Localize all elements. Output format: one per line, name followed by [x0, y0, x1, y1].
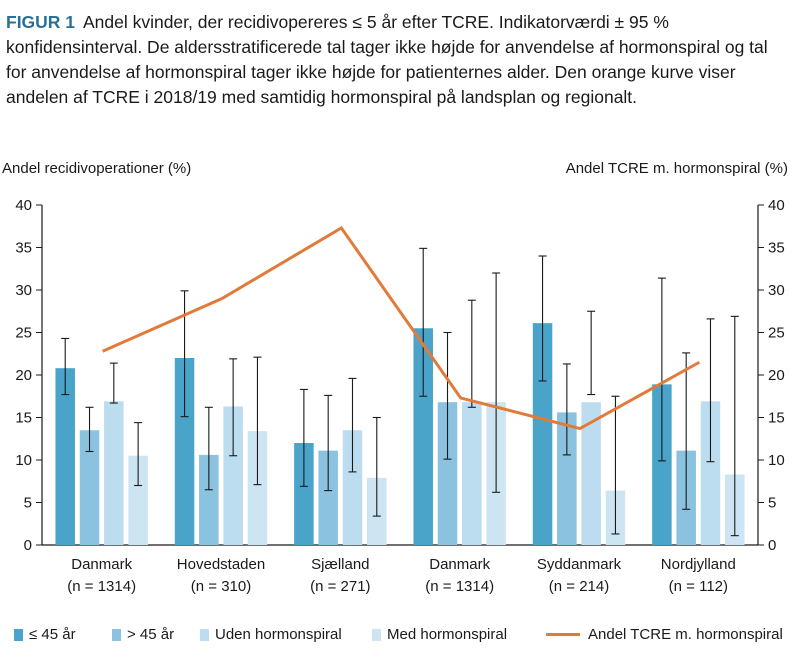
bar — [55, 368, 75, 545]
x-category-n-label: (n = 1314) — [67, 578, 136, 595]
legend-swatch — [112, 628, 121, 641]
y-tick-left-label: 5 — [24, 495, 32, 512]
y-tick-left-label: 40 — [15, 197, 32, 214]
y-tick-left-label: 10 — [15, 452, 32, 469]
y-tick-left-label: 25 — [15, 325, 32, 342]
y-tick-left-label: 15 — [15, 410, 32, 427]
y-axis-right-label: Andel TCRE m. hormonspiral (%) — [565, 160, 788, 177]
bar — [462, 402, 482, 545]
legend-label: Andel TCRE m. hormonspiral — [588, 626, 783, 643]
hormonspiral-line — [102, 225, 701, 431]
x-category-n-label: (n = 310) — [191, 578, 251, 595]
legend-item: ≤ 45 år — [14, 626, 76, 643]
x-category-label: Hovedstaden — [177, 556, 265, 573]
x-category-label: Syddanmark — [537, 556, 622, 573]
legend-label: > 45 år — [127, 626, 175, 643]
bar — [652, 384, 672, 545]
bar — [437, 402, 458, 545]
y-tick-left-label: 20 — [15, 367, 32, 384]
legend-item: Med hormonspiral — [372, 626, 507, 643]
legend-label: Med hormonspiral — [387, 626, 508, 643]
x-category-label: Nordjylland — [661, 556, 736, 573]
bar — [199, 454, 219, 545]
y-tick-right-label: 15 — [768, 410, 785, 427]
y-tick-right-label: 10 — [768, 452, 785, 469]
legend-swatch — [372, 628, 381, 641]
legend-line-swatch — [546, 633, 580, 636]
x-category-label: Danmark — [71, 556, 132, 573]
legend-swatch — [200, 628, 209, 641]
legend-item: > 45 år — [112, 626, 174, 643]
bar — [342, 430, 363, 545]
y-tick-right-label: 25 — [768, 325, 785, 342]
figure-caption: FIGUR 1 Andel kvinder, der recidivoperer… — [6, 10, 786, 110]
figure-label: FIGUR 1 — [6, 12, 76, 32]
caption-text: Andel kvinder, der recidivopereres ≤ 5 å… — [6, 12, 768, 107]
x-category-n-label: (n = 112) — [669, 578, 728, 595]
x-category-n-label: (n = 271) — [310, 578, 370, 595]
bar — [581, 402, 601, 545]
y-tick-right-label: 35 — [768, 240, 785, 257]
legend-swatch — [14, 628, 23, 641]
legend: ≤ 45 år > 45 år Uden hormonspiral Med hormo… — [0, 626, 800, 650]
legend-label: Uden hormonspiral — [215, 626, 342, 643]
bar — [700, 401, 721, 545]
y-tick-left-label: 30 — [15, 282, 32, 299]
x-category-n-label: (n = 1314) — [425, 578, 494, 595]
bar — [174, 358, 195, 545]
y-tick-left-label: 35 — [15, 240, 32, 257]
y-axis-left-label: Andel recidivoperationer (%) — [2, 160, 192, 177]
y-tick-left-label: 0 — [24, 537, 32, 554]
bar — [532, 323, 553, 545]
bar — [557, 412, 577, 545]
x-category-label: Sjælland — [311, 556, 369, 573]
y-tick-right-label: 5 — [768, 495, 776, 512]
x-category-n-label: (n = 214) — [549, 578, 609, 595]
y-tick-right-label: 40 — [768, 197, 785, 214]
bar — [413, 328, 433, 545]
legend-label: ≤ 45 år — [29, 626, 76, 643]
legend-item: Uden hormonspiral — [200, 626, 342, 643]
bar — [294, 443, 314, 545]
x-category-label: Danmark — [429, 556, 490, 573]
y-tick-right-label: 0 — [768, 537, 776, 554]
y-tick-right-label: 30 — [768, 282, 785, 299]
bar — [128, 455, 148, 545]
bar — [79, 430, 100, 545]
bar — [247, 431, 268, 545]
bar — [104, 401, 124, 545]
bar — [318, 450, 338, 545]
legend-item-line: Andel TCRE m. hormonspiral — [546, 626, 783, 643]
y-tick-right-label: 20 — [768, 367, 785, 384]
bar — [223, 406, 243, 545]
